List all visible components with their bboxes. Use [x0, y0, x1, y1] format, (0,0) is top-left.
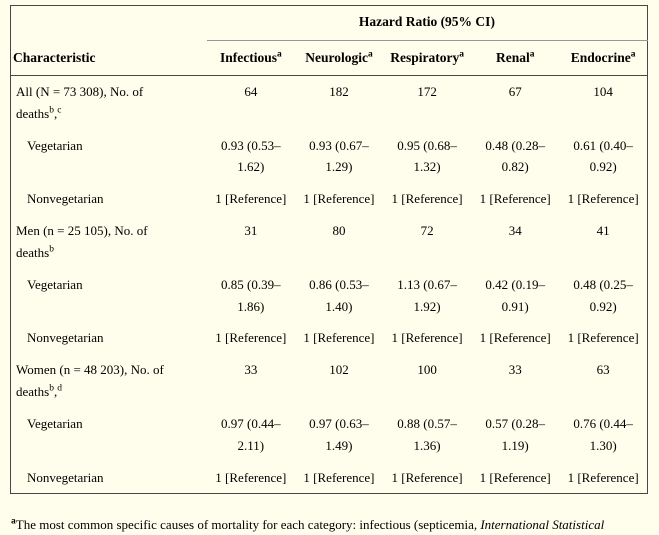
value-cell: 1 [Reference]: [479, 191, 551, 207]
footnote-text: The most common specific causes of morta…: [15, 517, 481, 533]
row-label: Vegetarian: [27, 137, 83, 153]
value-cell: 1 [Reference]: [215, 469, 287, 485]
value-cell: 0.85 (0.39– 1.86): [221, 276, 281, 314]
value-cell: 104: [593, 84, 613, 99]
value-cell: 0.42 (0.19– 0.91): [485, 276, 546, 314]
value-cell: 41: [596, 223, 610, 239]
table-row: Women (n = 48 203), No. of deathsb,d 33 10…: [11, 354, 648, 408]
row-label: Nonvegetarian: [27, 469, 104, 485]
column-header: Neurologica: [294, 40, 384, 76]
table-row: All (N = 73 308), No. of deathsb,c 64 182 1…: [11, 76, 648, 130]
value-cell: 1 [Reference]: [215, 330, 287, 346]
table-row: Vegetarian 0.93 (0.53– 1.62) 0.93 (0.67– 1.2…: [11, 130, 648, 184]
hazard-ratio-table: Hazard Ratio (95% CI) Characteristic Inf…: [10, 5, 648, 495]
table-row: Nonvegetarian 1 [Reference] 1 [Reference] 1…: [11, 462, 648, 494]
value-cell: 1 [Reference]: [391, 191, 463, 207]
column-header: Endocrinea: [559, 40, 648, 76]
value-cell: 102: [329, 362, 349, 378]
column-header: Respiratorya: [383, 40, 472, 76]
value-cell: 33: [508, 362, 522, 378]
value-cell: 63: [596, 362, 610, 378]
value-cell: 0.76 (0.44– 1.30): [573, 415, 633, 453]
value-cell: 0.86 (0.53– 1.40): [309, 276, 369, 314]
value-cell: 0.48 (0.25– 0.92): [573, 276, 633, 314]
value-cell: 0.88 (0.57– 1.36): [397, 415, 457, 453]
table-row: Men (n = 25 105), No. of deathsb 31 80 72 34…: [11, 215, 648, 269]
value-cell: 72: [420, 223, 434, 239]
footnote: aThe most common specific causes of mort…: [11, 516, 649, 534]
value-cell: 1 [Reference]: [567, 191, 639, 207]
value-cell: 172: [417, 84, 437, 99]
row-label: Vegetarian: [27, 415, 83, 431]
value-cell: 0.97 (0.63– 1.49): [309, 415, 369, 453]
value-cell: 182: [329, 84, 349, 99]
column-header-row: Characteristic Infectiousa Neurologica Res…: [10, 40, 648, 76]
row-label: Nonvegetarian: [27, 191, 104, 207]
value-cell: 1 [Reference]: [215, 191, 287, 207]
value-cell: 1 [Reference]: [391, 469, 463, 485]
value-cell: 0.57 (0.28– 1.19): [485, 415, 546, 453]
value-cell: 1 [Reference]: [391, 330, 463, 346]
value-cell: 1 [Reference]: [479, 469, 551, 485]
value-cell: 1 [Reference]: [303, 469, 375, 485]
value-cell: 1 [Reference]: [567, 469, 639, 485]
characteristic-header: Characteristic: [10, 40, 207, 76]
value-cell: 1 [Reference]: [479, 330, 551, 346]
value-cell: 0.93 (0.53– 1.62): [221, 137, 281, 175]
corner-cell: [11, 6, 207, 41]
span-header: Hazard Ratio (95% CI): [206, 5, 648, 41]
value-cell: 31: [244, 223, 258, 239]
column-header: Infectiousa: [206, 40, 295, 76]
value-cell: 1 [Reference]: [567, 330, 639, 346]
value-cell: 0.97 (0.44– 2.11): [221, 415, 281, 453]
value-cell: 1 [Reference]: [303, 330, 375, 346]
table-row: Vegetarian 0.85 (0.39– 1.86) 0.86 (0.53– 1.4…: [11, 269, 648, 323]
row-label: Men (n = 25 105), No. of deathsb: [16, 223, 148, 260]
row-label: Vegetarian: [27, 276, 83, 292]
value-cell: 34: [508, 223, 522, 239]
value-cell: 100: [417, 362, 437, 378]
value-cell: 0.95 (0.68– 1.32): [397, 137, 457, 175]
span-header-row: Hazard Ratio (95% CI): [11, 5, 648, 41]
row-label: All (N = 73 308), No. of deathsb,c: [16, 84, 144, 121]
value-cell: 0.93 (0.67– 1.29): [309, 137, 369, 175]
table-row: Nonvegetarian 1 [Reference] 1 [Reference] 1…: [11, 183, 648, 215]
value-cell: 33: [244, 362, 258, 378]
value-cell: 0.61 (0.40– 0.92): [573, 137, 633, 175]
value-cell: 1 [Reference]: [303, 191, 375, 207]
value-cell: 0.48 (0.28– 0.82): [485, 137, 546, 175]
row-label: Nonvegetarian: [27, 330, 104, 346]
table-row: Vegetarian 0.97 (0.44– 2.11) 0.97 (0.63– 1.4…: [11, 408, 648, 462]
table-body: All (N = 73 308), No. of deathsb,c 64 182 1…: [11, 76, 648, 494]
column-header: Renala: [471, 40, 560, 76]
value-cell: 67: [508, 84, 522, 99]
value-cell: 80: [332, 223, 346, 239]
value-cell: 64: [244, 84, 258, 99]
table-row: Nonvegetarian 1 [Reference] 1 [Reference] 1…: [11, 322, 648, 354]
row-label: Women (n = 48 203), No. of deathsb,d: [16, 362, 164, 400]
value-cell: 1.13 (0.67– 1.92): [397, 276, 457, 314]
footnote-italic-text: International Statistical: [480, 517, 605, 533]
